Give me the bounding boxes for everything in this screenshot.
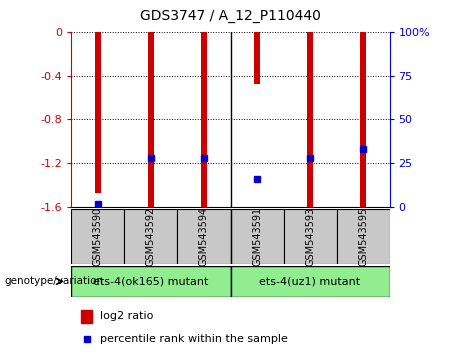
Text: genotype/variation: genotype/variation xyxy=(5,276,104,286)
Text: GSM543594: GSM543594 xyxy=(199,207,209,266)
Text: ets-4(ok165) mutant: ets-4(ok165) mutant xyxy=(93,276,209,286)
Text: GSM543593: GSM543593 xyxy=(305,207,315,266)
FancyBboxPatch shape xyxy=(284,209,337,264)
FancyBboxPatch shape xyxy=(230,266,390,297)
Text: GSM543595: GSM543595 xyxy=(358,207,368,266)
FancyBboxPatch shape xyxy=(230,209,284,264)
Text: GSM543591: GSM543591 xyxy=(252,207,262,266)
Bar xyxy=(95,32,101,193)
FancyBboxPatch shape xyxy=(124,209,177,264)
Text: percentile rank within the sample: percentile rank within the sample xyxy=(100,334,288,344)
FancyBboxPatch shape xyxy=(71,209,124,264)
Text: GSM543590: GSM543590 xyxy=(93,207,103,266)
FancyBboxPatch shape xyxy=(337,209,390,264)
FancyBboxPatch shape xyxy=(71,266,230,297)
Text: GDS3747 / A_12_P110440: GDS3747 / A_12_P110440 xyxy=(140,9,321,23)
Bar xyxy=(254,32,260,85)
FancyBboxPatch shape xyxy=(177,209,230,264)
Bar xyxy=(81,310,92,323)
Text: GSM543592: GSM543592 xyxy=(146,207,156,266)
Bar xyxy=(360,32,366,209)
Bar xyxy=(148,32,154,209)
Text: ets-4(uz1) mutant: ets-4(uz1) mutant xyxy=(260,276,361,286)
Text: log2 ratio: log2 ratio xyxy=(100,312,154,321)
Bar xyxy=(201,32,207,209)
Bar xyxy=(307,32,313,209)
